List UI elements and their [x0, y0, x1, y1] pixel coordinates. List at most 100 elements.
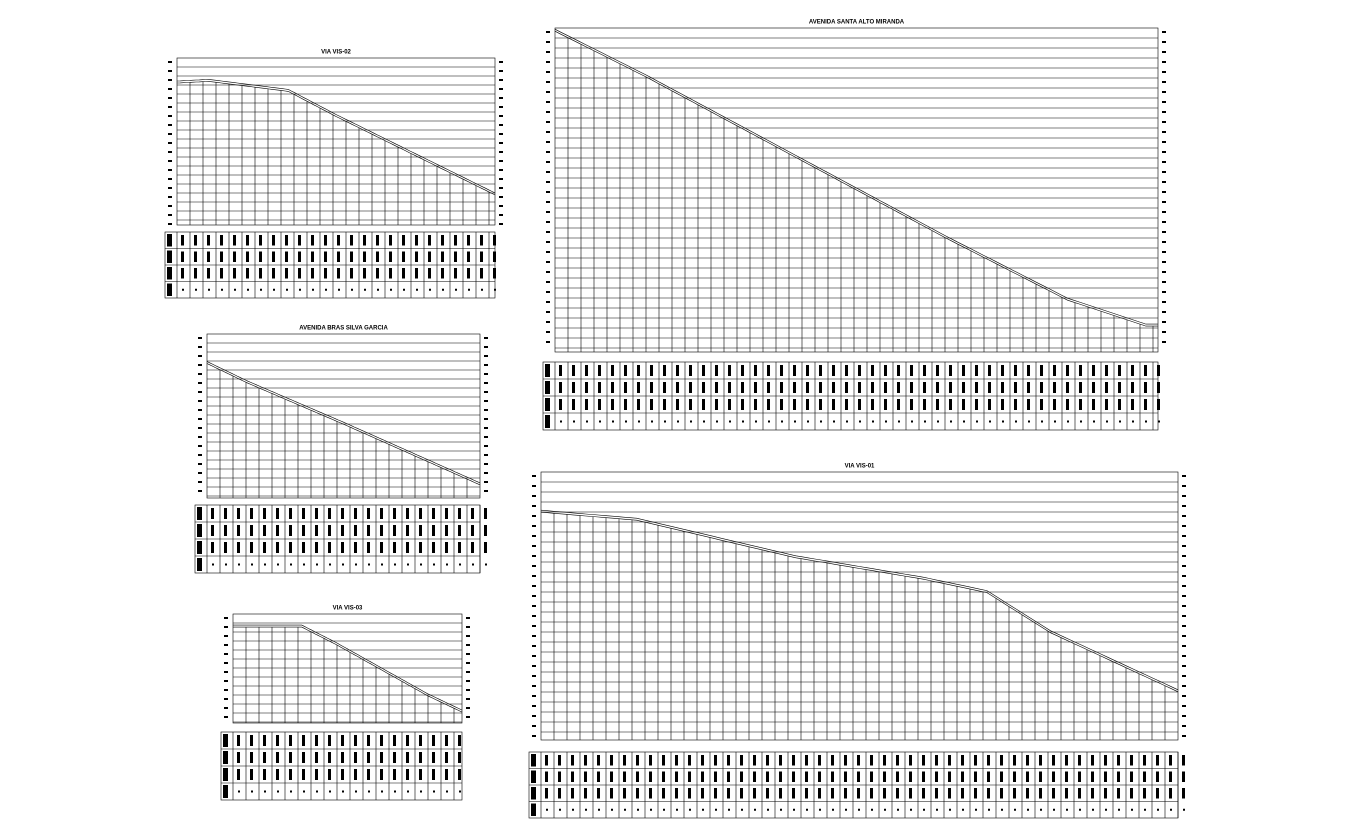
- table-cell-mark: [367, 525, 370, 536]
- table-cell-mark: [341, 752, 344, 763]
- table-cell-mark: [832, 382, 835, 393]
- table-cell-mark: [472, 563, 474, 566]
- table-cell-mark: [416, 288, 418, 291]
- table-cell-mark: [445, 525, 448, 536]
- table-cell-mark: [350, 251, 353, 262]
- table-cell-mark: [884, 365, 887, 376]
- table-cell-mark: [1130, 755, 1133, 766]
- table-cell-mark: [1026, 788, 1029, 799]
- table-cell-mark: [1039, 755, 1042, 766]
- table-cell-mark: [883, 755, 886, 766]
- elevation-tick: [546, 191, 550, 193]
- table-cell-mark: [289, 525, 292, 536]
- table-cell-mark: [572, 808, 574, 811]
- table-cell-mark: [211, 508, 214, 519]
- profile-line: [206, 363, 481, 486]
- elevation-tick: [499, 79, 503, 81]
- table-cell-mark: [354, 542, 357, 553]
- elevation-tick: [224, 689, 228, 691]
- table-cell-mark: [445, 542, 448, 553]
- table-cell-mark: [471, 508, 474, 519]
- table-cell-mark: [316, 790, 318, 793]
- table-cell-mark: [211, 525, 214, 536]
- table-cell-mark: [728, 365, 731, 376]
- profile-title: AVENIDA BRAS SILVA GARCIA: [299, 326, 388, 332]
- elevation-tick: [168, 151, 172, 153]
- table-cell-mark: [1091, 788, 1094, 799]
- elevation-tick: [224, 698, 228, 700]
- table-cell-mark: [442, 288, 444, 291]
- table-cell-mark: [677, 420, 679, 423]
- elevation-tick: [532, 695, 536, 697]
- table-cell-mark: [445, 735, 448, 746]
- elevation-tick: [1162, 291, 1166, 293]
- table-cell-mark: [612, 420, 614, 423]
- table-cell-mark: [380, 525, 383, 536]
- table-cell-mark: [1156, 771, 1159, 782]
- elevation-tick: [466, 698, 470, 700]
- elevation-tick: [546, 241, 550, 243]
- grid-frame: [540, 471, 1179, 741]
- table-cell-mark: [1144, 808, 1146, 811]
- table-cell-mark: [663, 399, 666, 410]
- table-cell-mark: [664, 420, 666, 423]
- profile-title: VIA VIS-03: [333, 606, 363, 612]
- table-cell-mark: [480, 251, 483, 262]
- table-cell-mark: [237, 769, 240, 780]
- profile-line: [554, 28, 1158, 325]
- table-cell-mark: [445, 752, 448, 763]
- elevation-tick: [499, 142, 503, 144]
- table-cell-mark: [572, 382, 575, 393]
- table-cell-mark: [988, 382, 991, 393]
- elevation-tick: [466, 644, 470, 646]
- elevation-tick: [546, 141, 550, 143]
- table-cell-mark: [376, 268, 379, 279]
- elevation-tick: [484, 445, 488, 447]
- table-cell-mark: [767, 382, 770, 393]
- table-cell-mark: [329, 563, 331, 566]
- table-cell-mark: [315, 735, 318, 746]
- table-cell-mark: [289, 735, 292, 746]
- table-cell-mark: [433, 790, 435, 793]
- elevation-tick: [466, 707, 470, 709]
- elevation-tick: [546, 291, 550, 293]
- elevation-tick: [532, 585, 536, 587]
- elevation-tick: [1182, 475, 1186, 477]
- table-cell-mark: [367, 752, 370, 763]
- table-cell-mark: [354, 508, 357, 519]
- table-cell-mark: [402, 268, 405, 279]
- table-cell-mark: [211, 542, 214, 553]
- table-cell-mark: [1065, 771, 1068, 782]
- table-cell-mark: [831, 771, 834, 782]
- table-cell-mark: [238, 563, 240, 566]
- row-label-mark: [545, 415, 550, 428]
- elevation-tick: [532, 665, 536, 667]
- table-cell-mark: [598, 365, 601, 376]
- table-cell-mark: [766, 788, 769, 799]
- table-cell-mark: [637, 399, 640, 410]
- table-cell-mark: [807, 420, 809, 423]
- row-label-mark: [223, 768, 228, 781]
- table-cell-mark: [988, 808, 990, 811]
- elevation-tick: [198, 463, 202, 465]
- table-cell-mark: [259, 268, 262, 279]
- table-cell-mark: [285, 235, 288, 246]
- table-cell-mark: [936, 808, 938, 811]
- table-cell-mark: [689, 382, 692, 393]
- table-cell-mark: [441, 235, 444, 246]
- table-cell-mark: [1039, 771, 1042, 782]
- elevation-tick: [546, 321, 550, 323]
- table-cell-mark: [793, 382, 796, 393]
- table-cell-mark: [484, 525, 487, 536]
- table-cell-mark: [819, 382, 822, 393]
- table-cell-mark: [1000, 771, 1003, 782]
- table-cell-mark: [923, 382, 926, 393]
- elevation-tick: [484, 346, 488, 348]
- elevation-tick: [168, 115, 172, 117]
- elevation-tick: [1162, 121, 1166, 123]
- table-cell-mark: [1143, 771, 1146, 782]
- table-cell-mark: [780, 365, 783, 376]
- elevation-tick: [532, 495, 536, 497]
- table-cell-mark: [910, 808, 912, 811]
- elevation-tick: [224, 662, 228, 664]
